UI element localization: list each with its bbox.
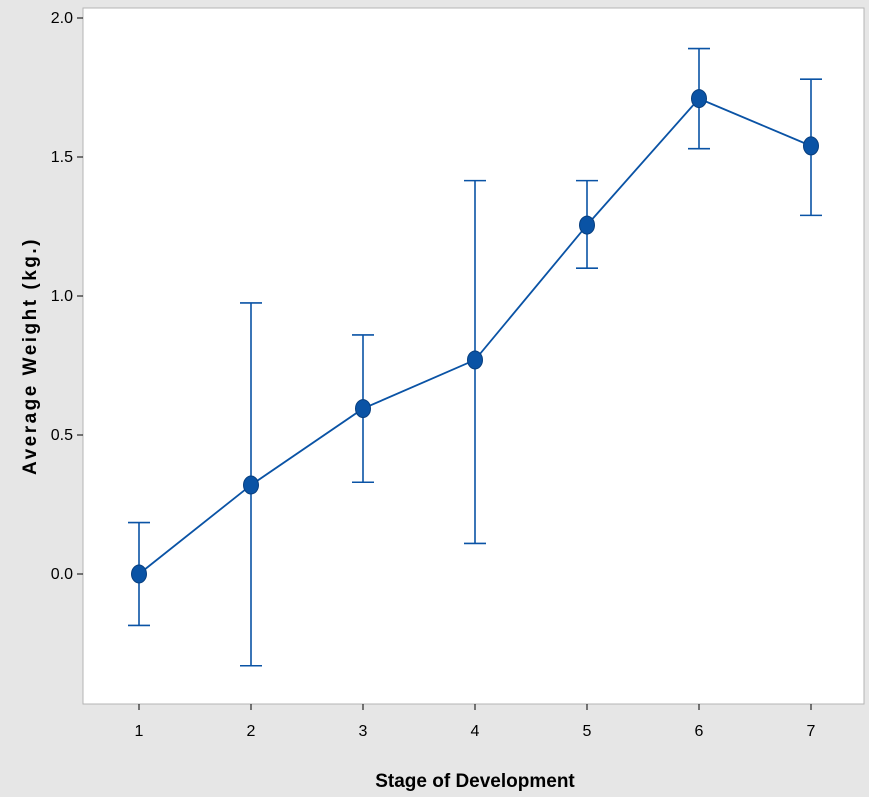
data-point xyxy=(131,564,147,584)
y-tick-label: 1.0 xyxy=(51,288,73,305)
y-axis-title: Average Weight (kg.) xyxy=(20,237,41,475)
x-tick-label: 6 xyxy=(695,723,704,740)
data-point xyxy=(691,89,707,109)
y-tick-label: 0.0 xyxy=(51,566,73,583)
x-tick-label: 1 xyxy=(135,723,144,740)
x-tick-label: 2 xyxy=(247,723,256,740)
data-point xyxy=(243,475,259,495)
chart-marks xyxy=(128,47,822,667)
x-tick-label: 3 xyxy=(359,723,368,740)
data-point xyxy=(579,215,595,235)
axes: 0.0 0.5 1.0 1.5 2.0 1 2 3 4 5 6 7 xyxy=(51,10,816,740)
data-point xyxy=(355,399,371,419)
x-tick-label: 4 xyxy=(471,723,480,740)
x-axis-title: Stage of Development xyxy=(375,771,575,792)
x-tick-label: 7 xyxy=(807,723,816,740)
data-point xyxy=(803,136,819,156)
y-tick-label: 0.5 xyxy=(51,427,73,444)
data-point xyxy=(467,350,483,370)
y-tick-label: 1.5 xyxy=(51,149,73,166)
x-tick-label: 5 xyxy=(583,723,592,740)
y-tick-label: 2.0 xyxy=(51,10,73,27)
